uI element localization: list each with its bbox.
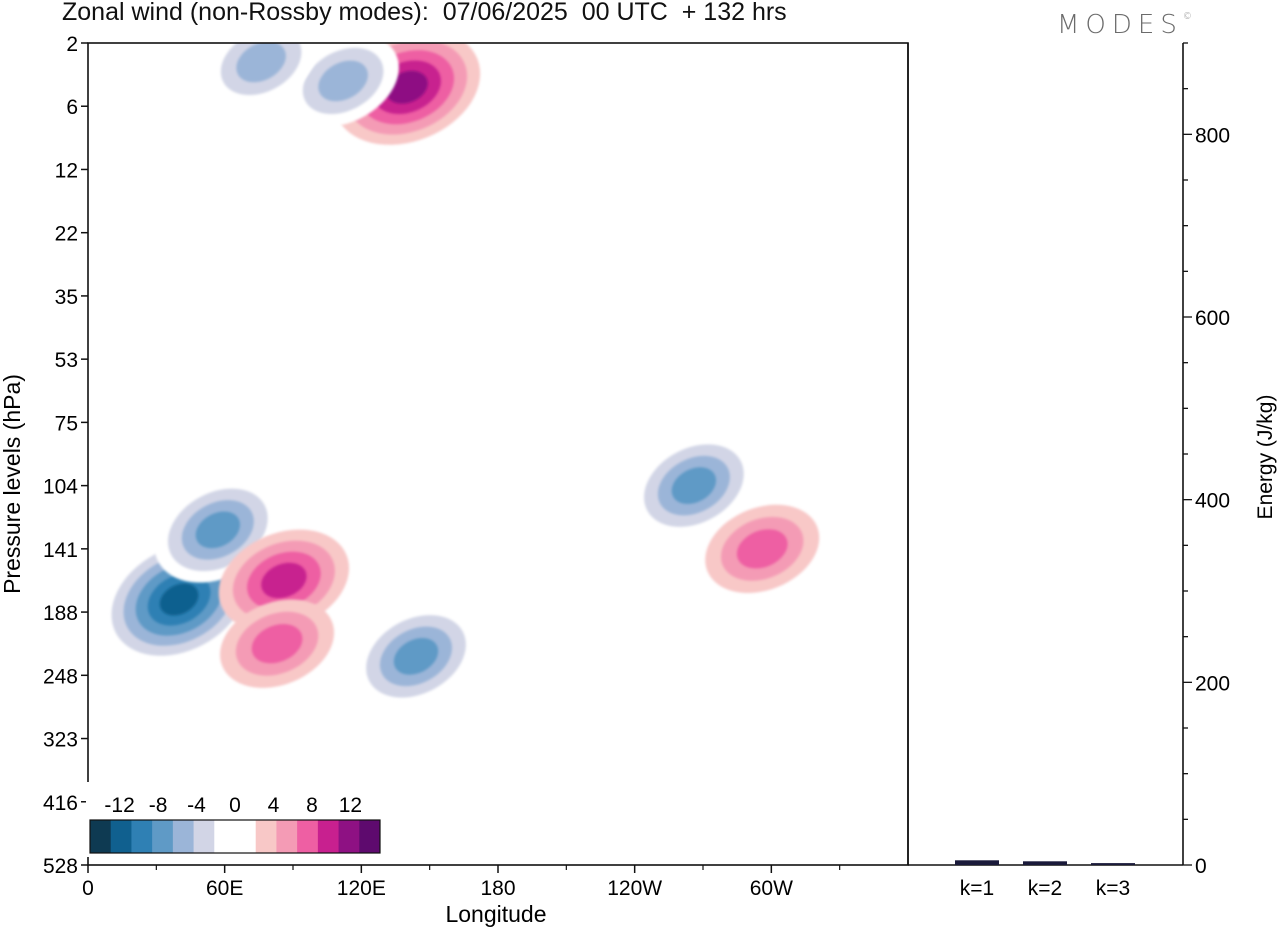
- y-tick-label: 416: [43, 792, 78, 815]
- legend-swatch: [110, 820, 132, 853]
- legend-swatch: [276, 820, 298, 853]
- y-tick-label: 528: [43, 855, 78, 878]
- y-tick-label: 188: [43, 602, 78, 625]
- y-axis-label: Pressure levels (hPa): [0, 374, 25, 594]
- y-tick-label: 12: [55, 159, 78, 182]
- energy-bar: [1023, 861, 1067, 865]
- x-tick-label: 0: [82, 877, 94, 900]
- legend-swatch: [131, 820, 153, 853]
- legend-tick-label: -12: [104, 794, 134, 817]
- legend-swatch: [214, 820, 236, 853]
- legend-tick-label: -8: [149, 794, 168, 817]
- legend-tick-label: 4: [268, 794, 280, 817]
- legend-swatch: [235, 820, 257, 853]
- contour-positive-3-level-6: [251, 624, 303, 664]
- x-tick-label: 180: [480, 877, 515, 900]
- y-tick-label: 104: [43, 476, 78, 499]
- legend-swatch: [193, 820, 215, 853]
- legend-swatch: [152, 820, 174, 853]
- brand-logo: MODES©: [1057, 10, 1192, 40]
- axes-layer: 2 6 12 22 35 53 75 104 141 188 248 323 416 528 Pressur…: [0, 33, 909, 927]
- y-tick-label: 248: [43, 665, 78, 688]
- legend-tick-label: 0: [229, 794, 241, 817]
- y-tick-label: 6: [66, 96, 78, 119]
- contour-negative-5-level-8: [671, 467, 717, 504]
- plot-frame: [87, 42, 909, 866]
- contour-negative-9-level-6: [236, 43, 286, 83]
- y-tick-label: 323: [43, 729, 78, 752]
- legend-tick-label: -4: [187, 794, 206, 817]
- contour-positive-6-level-6: [736, 529, 788, 569]
- legend-swatch: [172, 820, 195, 853]
- legend-swatch: [297, 820, 319, 853]
- energy-category-label: k=2: [1028, 877, 1062, 900]
- energy-tick-label: 0: [1195, 855, 1207, 878]
- contour-negative-8-level-6: [318, 60, 368, 102]
- chart-title: Zonal wind (non-Rossby modes): 07/06/202…: [62, 0, 787, 26]
- legend-swatch: [338, 820, 360, 853]
- energy-category-label: k=3: [1096, 877, 1130, 900]
- y-tick-label: 2: [66, 33, 78, 56]
- legend-tick-label: 8: [306, 794, 318, 817]
- y-tick-label: 141: [43, 539, 78, 562]
- contour-negative-1-level-8: [195, 511, 240, 549]
- energy-axis-label: Energy (J/kg): [1254, 395, 1277, 520]
- energy-category-label: k=1: [960, 877, 994, 900]
- energy-tick-label: 400: [1195, 490, 1230, 513]
- contour-positive-2-level-8: [261, 562, 307, 599]
- x-tick-label: 60W: [750, 877, 793, 900]
- x-tick-label: 120W: [607, 877, 662, 900]
- legend-swatch: [359, 820, 381, 853]
- colorbar-legend: -12 -8 -4 0 4 8 12: [86, 782, 384, 857]
- energy-bars: 0 200 400 600 800 Energy (J/kg) k=1 k=2 k=3: [907, 42, 1277, 900]
- x-axis-label: Longitude: [445, 901, 546, 927]
- legend-swatch: [90, 820, 112, 853]
- y-tick-label: 75: [55, 412, 78, 435]
- y-tick-label: 53: [55, 349, 78, 372]
- y-tick-label: 22: [55, 223, 78, 246]
- energy-bar: [955, 860, 999, 865]
- legend-frame: [89, 819, 381, 854]
- legend-swatch: [255, 820, 277, 853]
- legend-tick-label: 12: [339, 794, 362, 817]
- energy-tick-label: 200: [1195, 672, 1230, 695]
- legend-swatch: [317, 820, 340, 853]
- x-tick-label: 60E: [206, 877, 243, 900]
- contour-negative-0-level-12: [159, 583, 199, 616]
- contour-field: [99, 43, 820, 710]
- energy-bar: [1091, 863, 1135, 865]
- y-tick-label: 35: [55, 286, 78, 309]
- energy-tick-label: 800: [1195, 124, 1230, 147]
- contour-negative-4-level-8: [393, 637, 439, 675]
- x-tick-label: 120E: [337, 877, 386, 900]
- energy-tick-label: 600: [1195, 307, 1230, 330]
